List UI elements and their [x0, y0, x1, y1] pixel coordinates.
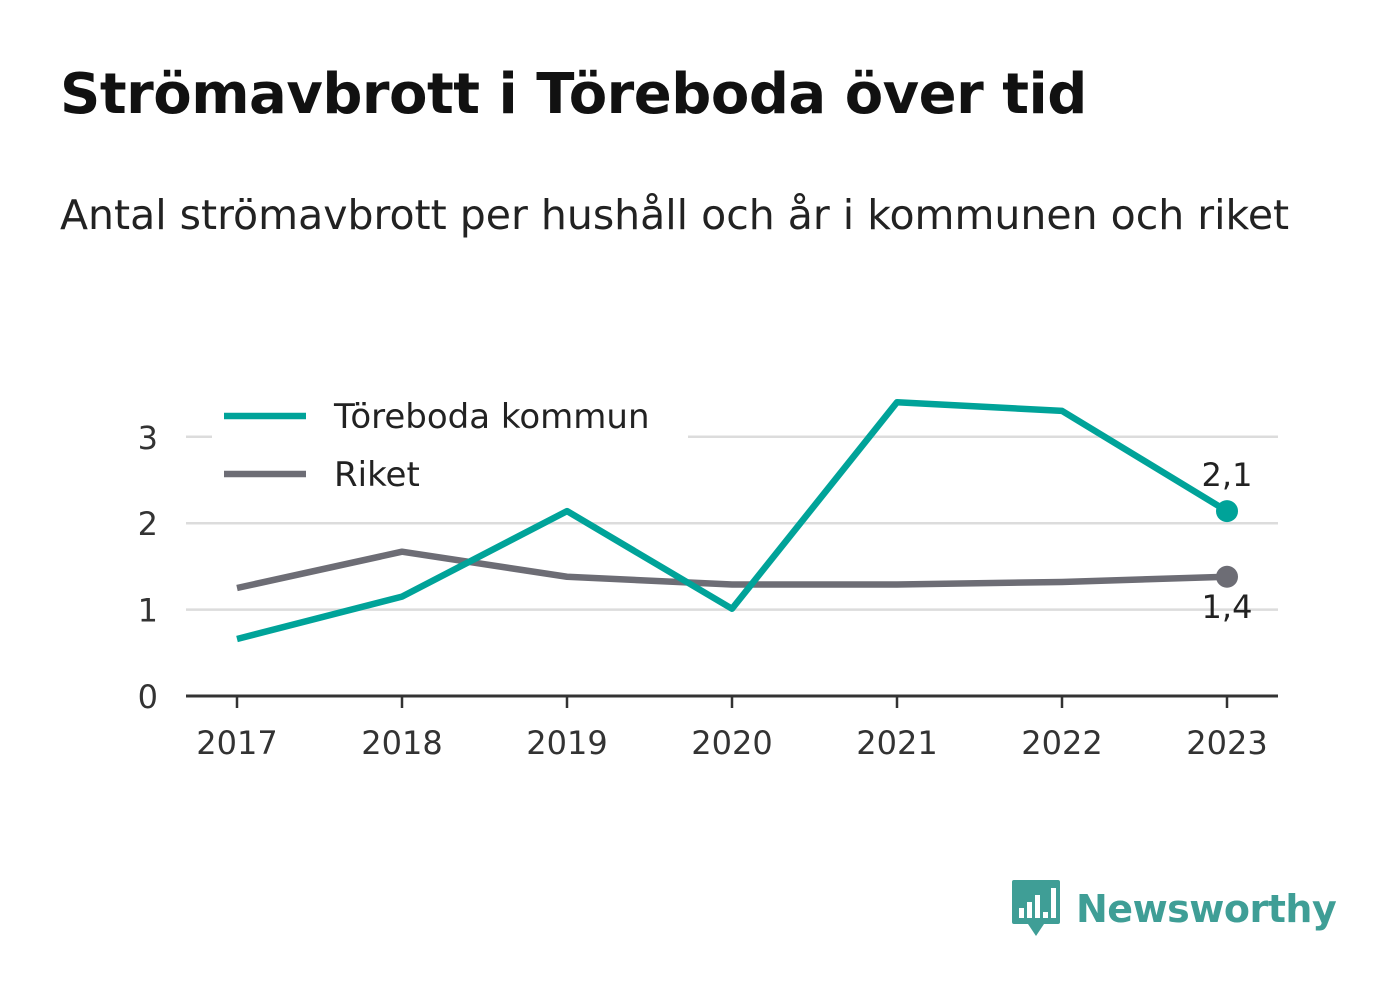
chart-title: Strömavbrott i Töreboda över tid	[60, 62, 1087, 127]
x-axis: 2017 2018 2019 2020 2021 2022 2023	[186, 694, 1278, 762]
brand-logo: Newsworthy	[1010, 878, 1337, 940]
end-labels: 2,1 1,4	[1202, 456, 1253, 626]
legend-background	[212, 388, 688, 500]
bar-chart-logo-icon	[1012, 880, 1060, 936]
y-tick-label: 0	[138, 678, 158, 716]
x-tick-label: 2018	[361, 724, 442, 762]
series-lines	[236, 398, 1238, 643]
end-label-0: 2,1	[1202, 456, 1253, 494]
end-point-1	[1216, 565, 1238, 588]
legend-label-0: Töreboda kommun	[333, 397, 650, 437]
x-tick-label: 2023	[1186, 724, 1267, 762]
x-tick-label: 2020	[691, 724, 772, 762]
chart-subtitle: Antal strömavbrott per hushåll och år i …	[60, 191, 1290, 239]
series-line-0	[236, 398, 1229, 643]
y-axis-ticks: 0 1 2 3	[138, 419, 158, 716]
x-tick-label: 2017	[196, 724, 277, 762]
y-tick-label: 3	[138, 419, 158, 457]
legend: Töreboda kommun Riket	[212, 388, 688, 500]
x-tick-label: 2019	[526, 724, 607, 762]
y-tick-label: 1	[138, 592, 158, 630]
brand-name: Newsworthy	[1076, 887, 1337, 931]
end-point-0	[1216, 500, 1238, 523]
legend-label-1: Riket	[334, 455, 420, 495]
y-tick-label: 2	[138, 505, 158, 543]
series-line-1	[236, 548, 1228, 592]
x-tick-label: 2022	[1021, 724, 1102, 762]
end-label-1: 1,4	[1202, 588, 1253, 626]
x-tick-label: 2021	[856, 724, 937, 762]
